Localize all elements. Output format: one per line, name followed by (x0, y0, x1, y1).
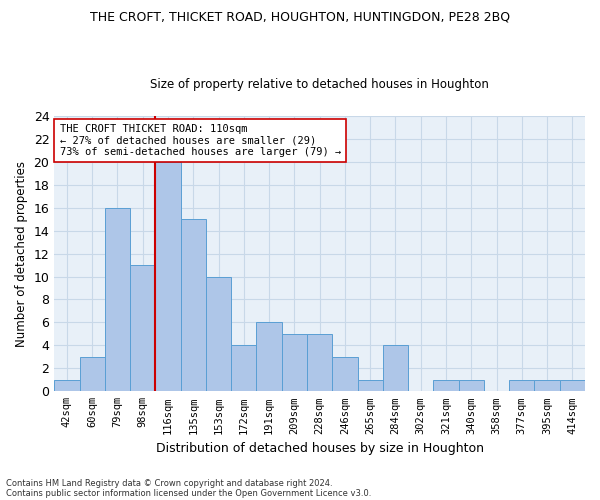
Bar (181, 219, 206, 392)
Bar (80, 357, 105, 392)
Bar (256, 322, 282, 392)
Y-axis label: Number of detached properties: Number of detached properties (15, 160, 28, 346)
Text: Contains public sector information licensed under the Open Government Licence v3: Contains public sector information licen… (6, 488, 371, 498)
Bar (535, 380, 560, 392)
Bar (231, 346, 256, 392)
Bar (282, 334, 307, 392)
Bar (358, 380, 383, 392)
Bar (509, 380, 535, 392)
Bar (560, 380, 585, 392)
Bar (383, 346, 408, 392)
X-axis label: Distribution of detached houses by size in Houghton: Distribution of detached houses by size … (155, 442, 484, 455)
Bar (54, 380, 80, 392)
Bar (105, 208, 130, 392)
Bar (307, 334, 332, 392)
Text: THE CROFT THICKET ROAD: 110sqm
← 27% of detached houses are smaller (29)
73% of : THE CROFT THICKET ROAD: 110sqm ← 27% of … (59, 124, 341, 157)
Text: Contains HM Land Registry data © Crown copyright and database right 2024.: Contains HM Land Registry data © Crown c… (6, 478, 332, 488)
Bar (130, 265, 155, 392)
Bar (206, 276, 231, 392)
Bar (332, 357, 358, 392)
Title: Size of property relative to detached houses in Houghton: Size of property relative to detached ho… (150, 78, 489, 91)
Bar (458, 380, 484, 392)
Text: THE CROFT, THICKET ROAD, HOUGHTON, HUNTINGDON, PE28 2BQ: THE CROFT, THICKET ROAD, HOUGHTON, HUNTI… (90, 10, 510, 23)
Bar (433, 380, 458, 392)
Bar (155, 162, 181, 392)
